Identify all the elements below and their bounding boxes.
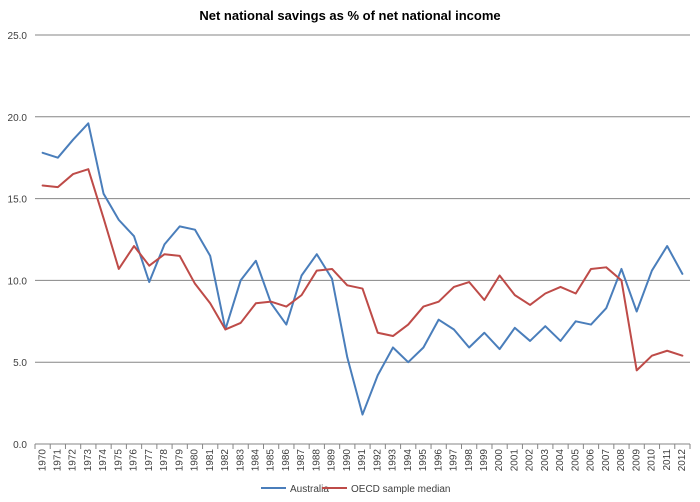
x-tick-label: 2003 [540,449,551,472]
x-tick-label: 1994 [403,449,414,472]
series-lines [41,122,684,416]
legend: Australia OECD sample median [261,484,450,495]
x-tick-label: 1971 [52,449,63,472]
series-line-oecd-median [41,168,684,372]
x-tick-label: 2012 [677,449,688,472]
axes: 0.0 5.0 10.0 15.0 20.0 25.0 1970 1971 1972 1973 19… [8,31,691,472]
y-tick-label: 5.0 [13,358,27,369]
x-tick-label: 1978 [159,449,170,472]
series-line-australia [41,122,684,416]
x-tick-label: 1970 [37,449,48,472]
x-tick-label: 2001 [509,449,520,472]
x-tick-label: 1973 [83,449,94,472]
x-tick-label: 2007 [601,449,612,472]
x-tick-label: 2006 [586,449,597,472]
x-tick-label: 2005 [570,449,581,472]
x-tick-label: 2009 [631,449,642,472]
x-tick-label: 1979 [174,449,185,472]
x-tick-label: 1998 [464,449,475,472]
x-tick-label: 1987 [296,449,307,472]
y-tick-label: 20.0 [8,113,28,124]
legend-label-oecd-median: OECD sample median [351,484,450,495]
x-tick-label: 1984 [251,449,262,472]
y-tick-label: 0.0 [13,440,27,451]
x-tick-label: 1986 [281,449,292,472]
legend-label-australia: Australia [290,484,329,495]
x-tick-label: 2008 [616,449,627,472]
x-tick-label: 1990 [342,449,353,472]
x-tick-label: 1981 [205,449,216,472]
x-tick-label: 1996 [433,449,444,472]
x-tick-label: 1995 [418,449,429,472]
x-tick-label: 1975 [113,449,124,472]
x-tick-label: 1997 [449,449,460,472]
x-tick-label: 1985 [266,449,277,472]
x-tick-label: 1989 [327,449,338,472]
y-tick-label: 15.0 [8,195,28,206]
y-tick-label: 10.0 [8,276,28,287]
x-tick-label: 2011 [662,449,673,471]
x-tick-label: 2002 [525,449,536,472]
x-tick-label: 1983 [235,449,246,472]
y-tick-label: 25.0 [8,31,28,42]
x-tick-label: 2004 [555,449,566,472]
x-tick-label: 1972 [68,449,79,472]
x-tick-label: 1980 [190,449,201,472]
x-tick-label: 1999 [479,449,490,472]
x-tick-label: 1976 [129,449,140,472]
x-tick-label: 1977 [144,449,155,472]
x-tick-label: 2010 [647,449,658,472]
x-tick-label: 1988 [311,449,322,472]
x-tick-label: 1992 [372,449,383,472]
x-tick-label: 1982 [220,449,231,472]
x-tick-label: 2000 [494,449,505,472]
x-tick-label: 1991 [357,449,368,472]
x-tick-label: 1974 [98,449,109,472]
x-tick-label: 1993 [388,449,399,472]
chart-title: Net national savings as % of net nationa… [199,8,500,23]
